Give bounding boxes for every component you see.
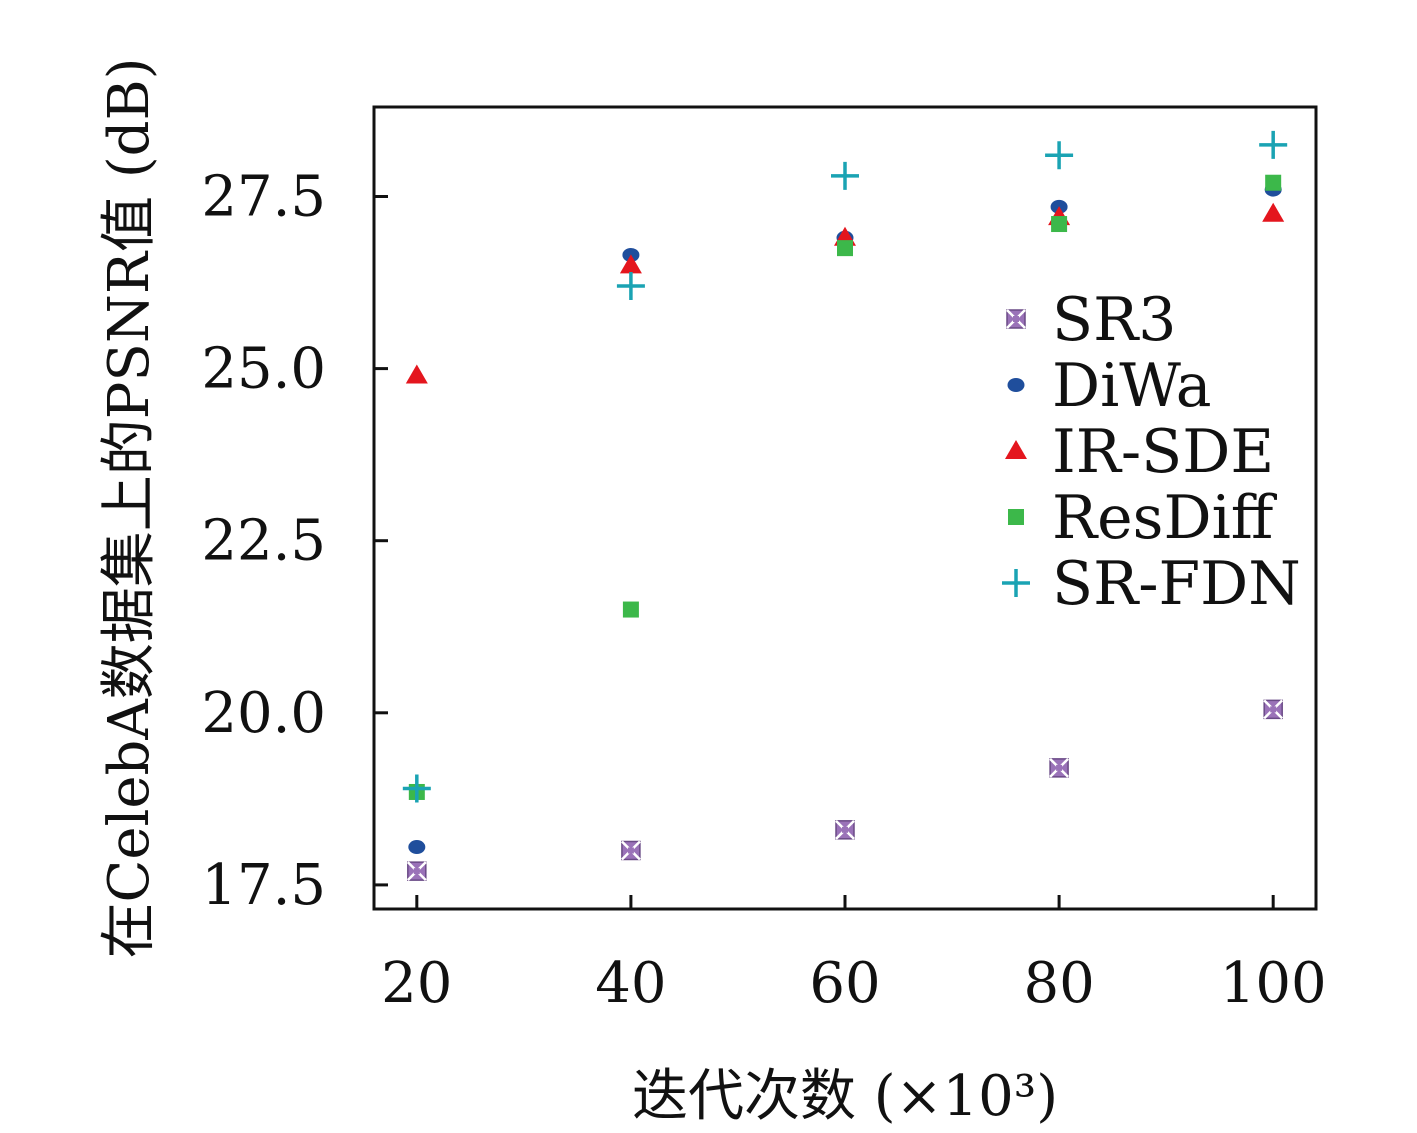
legend-label-resdiff: ResDiff bbox=[1052, 483, 1278, 553]
data-point-sr3-80 bbox=[1049, 757, 1069, 778]
y-tick-label-25.0: 25.0 bbox=[201, 337, 326, 402]
data-points bbox=[402, 130, 1288, 882]
data-point-resdiff-60 bbox=[837, 240, 853, 257]
x-tick-label-20: 20 bbox=[381, 951, 452, 1016]
x-axis: 20 40 60 80 100 bbox=[381, 895, 1327, 1016]
data-point-resdiff-100 bbox=[1265, 174, 1282, 191]
legend-marker-resdiff bbox=[1008, 509, 1024, 525]
y-tick-label-27.5: 27.5 bbox=[201, 164, 326, 229]
y-tick-label-17.5: 17.5 bbox=[201, 853, 326, 918]
data-point-ir-sde-40 bbox=[619, 254, 642, 274]
y-axis: 17.5 20.0 22.5 25.0 27.5 bbox=[201, 164, 388, 918]
legend-marker-diwa bbox=[1007, 378, 1025, 392]
x-tick-label-40: 40 bbox=[595, 951, 666, 1016]
y-axis-title: 在CelebA数据集上的PSNR值 (dB) bbox=[97, 57, 162, 958]
data-point-sr3-60 bbox=[835, 819, 855, 840]
data-point-resdiff-80 bbox=[1051, 216, 1068, 233]
data-point-sr-fdn-80 bbox=[1045, 141, 1074, 170]
data-point-sr-fdn-60 bbox=[831, 161, 859, 190]
legend-marker-sr3 bbox=[1006, 309, 1026, 329]
data-point-sr3-100 bbox=[1263, 699, 1284, 720]
legend-label-diwa: DiWa bbox=[1052, 351, 1212, 421]
x-axis-title: 迭代次数 (×10³) bbox=[632, 1064, 1058, 1129]
data-point-sr-fdn-20 bbox=[402, 774, 431, 803]
y-tick-label-22.5: 22.5 bbox=[201, 509, 326, 574]
x-tick-label-100: 100 bbox=[1220, 951, 1327, 1016]
y-tick-label-20.0: 20.0 bbox=[201, 681, 326, 746]
legend-marker-ir-sde bbox=[1005, 440, 1027, 459]
x-tick-label-80: 80 bbox=[1023, 951, 1094, 1016]
data-point-resdiff-40 bbox=[622, 601, 639, 618]
legend-label-sr3: SR3 bbox=[1052, 285, 1176, 355]
data-point-ir-sde-100 bbox=[1262, 202, 1285, 222]
data-point-sr-fdn-100 bbox=[1259, 130, 1288, 159]
data-point-ir-sde-20 bbox=[405, 364, 428, 384]
data-point-sr-fdn-40 bbox=[616, 271, 645, 300]
legend-label-sr-fdn: SR-FDN bbox=[1052, 549, 1301, 619]
legend-marker-sr-fdn bbox=[1002, 569, 1030, 597]
legend-label-ir-sde: IR-SDE bbox=[1052, 417, 1274, 487]
data-point-sr3-40 bbox=[621, 840, 641, 861]
data-point-diwa-20 bbox=[408, 840, 426, 855]
data-point-sr3-20 bbox=[406, 861, 427, 882]
x-tick-label-60: 60 bbox=[809, 951, 880, 1016]
